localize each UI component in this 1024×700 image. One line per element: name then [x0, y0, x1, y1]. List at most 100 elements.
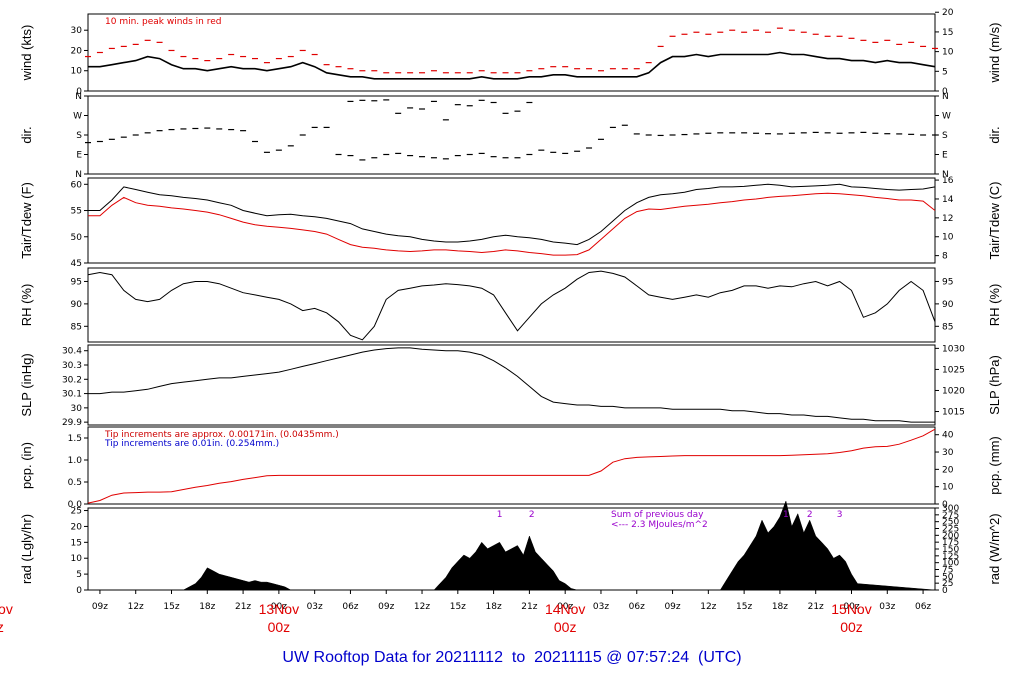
pcp-right-ytick-label: 0	[942, 500, 948, 510]
rad-right-ytick-label: 275	[942, 511, 959, 521]
wind-right-ytick-label: 10	[942, 48, 954, 58]
dir-ylabel-right: dir.	[987, 126, 1002, 143]
rad-right-ytick-label: 175	[942, 538, 959, 548]
rad-marker-4: 3	[837, 510, 843, 520]
time-tick-label: 18z	[486, 602, 502, 612]
pcp-annotation-1: Tip increments are 0.01in. (0.254mm.)	[104, 439, 279, 449]
wind-ytick-label: 0	[76, 87, 82, 97]
slp-right-ytick-label: 1025	[942, 365, 965, 375]
footer-title: UW Rooftop Data for 20211112 to 20211115…	[282, 649, 742, 666]
pcp-right-ytick-label: 20	[942, 465, 954, 475]
pcp-ytick-label: 0.5	[68, 478, 82, 488]
day-label-date-3: 15Nov	[831, 601, 871, 617]
day-label-time-0: 00z	[0, 619, 4, 635]
rad-right-ytick-label: 225	[942, 525, 959, 535]
temp-right-ytick-label: 16	[942, 176, 954, 186]
pcp-series-0-line	[87, 428, 936, 504]
dir-right-ytick-label: W	[942, 112, 951, 122]
rad-right-ytick-label: 300	[942, 504, 959, 514]
rad-series-0-area	[88, 500, 936, 591]
dir-ytick-label: W	[73, 112, 82, 122]
slp-ylabel-right: SLP (hPa)	[987, 355, 1002, 415]
rad-ytick-label: 10	[71, 554, 83, 564]
temp-ylabel-right: Tair/Tdew (C)	[987, 181, 1002, 259]
time-tick-label: 09z	[664, 602, 680, 612]
temp-right-ytick-label: 10	[942, 233, 954, 243]
time-tick-label: 18z	[772, 602, 788, 612]
time-tick-label: 15z	[450, 602, 466, 612]
time-tick-label: 15z	[736, 602, 752, 612]
rad-right-ytick-label: 250	[942, 518, 959, 528]
rh-right-ytick-label: 95	[942, 277, 953, 287]
wind-ytick-label: 30	[71, 26, 83, 36]
temp-series-1-line	[88, 192, 936, 256]
time-tick-label: 21z	[235, 602, 251, 612]
wind-ylabel-right: wind (m/s)	[987, 23, 1002, 84]
rad-ytick-label: 25	[71, 507, 82, 517]
temp-ytick-label: 55	[71, 207, 82, 217]
rad-annotation-1: <--- 2.3 MJoules/m^2	[611, 520, 708, 530]
day-label-date-1: 13Nov	[259, 601, 299, 617]
pcp-right-ytick-label: 30	[942, 448, 954, 458]
rad-right-ytick-label: 0	[942, 586, 948, 596]
rad-marker-0: 1	[497, 510, 503, 520]
rad-ylabel: rad (Lgly/hr)	[19, 514, 34, 584]
dir-ytick-label: S	[76, 131, 82, 141]
dir-frame	[87, 95, 936, 175]
time-tick-label: 09z	[92, 602, 108, 612]
dir-ytick-label: N	[75, 92, 82, 102]
pcp-ylabel: pcp. (in)	[19, 442, 34, 489]
pcp-right-ytick-label: 40	[942, 431, 954, 441]
slp-ytick-label: 30	[71, 404, 83, 414]
slp-ytick-label: 30.1	[62, 390, 82, 400]
temp-ytick-label: 50	[71, 233, 83, 243]
time-tick-label: 00z	[843, 602, 859, 612]
slp-ytick-label: 29.9	[62, 418, 82, 428]
rad-ytick-label: 20	[71, 522, 83, 532]
temp-ytick-label: 45	[71, 259, 82, 269]
wind-ylabel: wind (kts)	[19, 25, 34, 82]
day-label-time-3: 00z	[840, 619, 863, 635]
rad-right-ytick-label: 200	[942, 531, 959, 541]
time-tick-label: 12z	[700, 602, 716, 612]
temp-ylabel: Tair/Tdew (F)	[19, 182, 34, 259]
wind-right-ytick-label: 20	[942, 8, 954, 18]
time-tick-label: 00z	[557, 602, 573, 612]
slp-right-ytick-label: 1030	[942, 344, 965, 354]
rad-marker-1: 2	[529, 510, 535, 520]
temp-frame	[87, 177, 936, 264]
pcp-ytick-label: 0.0	[68, 500, 83, 510]
day-label-time-1: 00z	[268, 619, 291, 635]
pcp-frame	[87, 426, 936, 505]
pcp-right-ytick-label: 10	[942, 483, 954, 493]
wind-right-ytick-label: 15	[942, 28, 953, 38]
slp-ylabel: SLP (inHg)	[19, 353, 34, 416]
rh-ylabel: RH (%)	[19, 284, 34, 327]
temp-ytick-label: 60	[71, 180, 83, 190]
rh-series-0-line	[87, 270, 936, 341]
day-label-date-0: 12Nov	[0, 601, 13, 617]
rh-right-ytick-label: 90	[942, 300, 954, 310]
rad-right-ytick-label: 100	[942, 559, 959, 569]
day-label-date-2: 14Nov	[545, 601, 585, 617]
slp-ytick-label: 30.3	[62, 361, 82, 371]
dir-ytick-label: N	[75, 170, 82, 180]
time-tick-label: 12z	[128, 602, 144, 612]
wind-annotation-0: 10 min. peak winds in red	[105, 17, 222, 27]
rad-ytick-label: 15	[71, 538, 82, 548]
rh-ytick-label: 85	[71, 322, 82, 332]
rad-ylabel-right: rad (W/m^2)	[987, 513, 1002, 584]
rh-ylabel-right: RH (%)	[987, 284, 1002, 327]
rad-annotation-0: Sum of previous day	[611, 510, 704, 520]
wind-right-ytick-label: 5	[942, 67, 948, 77]
slp-ytick-label: 30.2	[62, 375, 82, 385]
time-tick-label: 12z	[414, 602, 430, 612]
rh-frame	[87, 267, 936, 343]
rad-right-ytick-label: 150	[942, 545, 959, 555]
pcp-ylabel-right: pcp. (mm)	[987, 436, 1002, 495]
rad-marker-3: 2	[807, 510, 813, 520]
dir-right-ytick-label: N	[942, 92, 949, 102]
dir-right-ytick-label: N	[942, 170, 949, 180]
wind-ytick-label: 20	[71, 46, 83, 56]
rad-right-ytick-label: 50	[942, 572, 954, 582]
